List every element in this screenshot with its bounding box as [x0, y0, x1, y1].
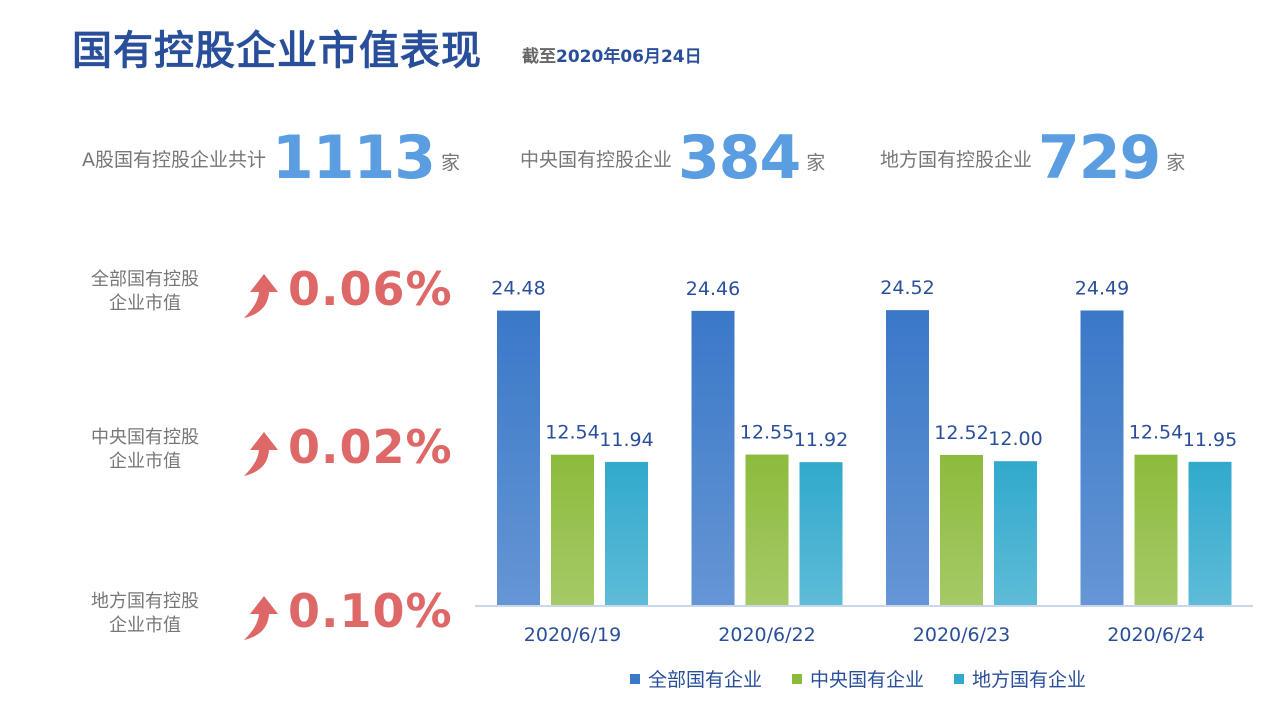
change-label: 中央国有控股 企业市值	[60, 426, 230, 474]
as-of-prefix: 截至	[522, 47, 556, 67]
page-title: 国有控股企业市值表现	[72, 28, 482, 74]
data-label: 12.55	[740, 422, 794, 444]
x-tick-label: 2020/6/19	[524, 624, 621, 646]
up-arrow-icon	[244, 596, 278, 640]
data-label: 11.95	[1183, 429, 1237, 451]
data-label: 11.94	[599, 429, 653, 451]
stat-label: 地方国有控股企业	[880, 148, 1033, 171]
change-label-line: 地方国有控股	[91, 591, 199, 612]
change-label-line: 全部国有控股	[91, 269, 199, 290]
legend-label: 地方国有企业	[972, 669, 1087, 691]
bar-2-1	[551, 454, 594, 606]
bar-1-2	[691, 310, 735, 606]
data-label: 24.49	[1075, 277, 1129, 299]
legend-swatch	[954, 673, 965, 684]
change-label: 全部国有控股 企业市值	[60, 268, 230, 316]
legend-label: 中央国有企业	[810, 669, 925, 691]
change-label-line: 企业市值	[109, 615, 181, 636]
change-value: 0.10%	[288, 584, 453, 638]
bar-3-4	[1188, 461, 1232, 606]
data-label: 12.54	[1129, 422, 1183, 444]
as-of-date: 截至2020年06月24日	[522, 42, 702, 67]
stat-value: 729	[1038, 123, 1161, 193]
change-label-line: 企业市值	[109, 293, 181, 314]
market-cap-bar-chart: 24.48 12.54 11.94 2020/6/19 24.46 12.55 11.92 2…	[470, 255, 1260, 705]
stat-unit: 家	[441, 151, 461, 174]
data-label: 24.48	[491, 278, 545, 300]
data-label: 24.52	[880, 277, 934, 299]
bar-1-3	[886, 310, 929, 606]
chart-legend: 全部国有企业 中央国有企业 地方国有企业	[630, 665, 1086, 692]
bar-2-4	[1134, 454, 1178, 606]
legend-item: 中央国有企业	[792, 665, 924, 692]
stat-central: 中央国有控股企业 384 家	[520, 118, 825, 198]
stat-label: 中央国有控股企业	[520, 148, 673, 171]
up-arrow-icon	[244, 274, 278, 318]
stat-total: A股国有控股企业共计 1113 家	[82, 118, 460, 198]
change-central: 中央国有控股 企业市值 0.02%	[60, 420, 460, 506]
data-label: 24.46	[686, 278, 740, 300]
legend-item: 地方国有企业	[954, 665, 1086, 692]
data-label: 12.54	[545, 422, 599, 444]
x-tick-label: 2020/6/22	[718, 624, 815, 646]
stat-local: 地方国有控股企业 729 家	[880, 118, 1185, 198]
stat-unit: 家	[806, 151, 826, 174]
data-label: 12.52	[934, 422, 988, 444]
x-tick-label: 2020/6/23	[913, 624, 1010, 646]
up-arrow-icon	[244, 432, 278, 476]
bar-1-4	[1080, 310, 1124, 606]
change-value: 0.06%	[288, 262, 453, 316]
bar-2-3	[940, 454, 983, 606]
bar-3-1	[605, 461, 648, 606]
change-label: 地方国有控股 企业市值	[60, 590, 230, 638]
legend-swatch	[792, 673, 803, 684]
legend-swatch	[630, 673, 640, 684]
change-label-line: 中央国有控股	[91, 427, 199, 448]
stat-value: 1113	[272, 123, 436, 193]
stat-value: 384	[678, 123, 801, 193]
bar-3-3	[994, 461, 1037, 606]
as-of-date-value: 2020年06月24日	[556, 47, 702, 67]
change-value: 0.02%	[288, 420, 453, 474]
change-local: 地方国有控股 企业市值 0.10%	[60, 584, 460, 670]
stat-unit: 家	[1166, 151, 1186, 174]
data-label: 12.00	[988, 428, 1042, 450]
stat-label: A股国有控股企业共计	[82, 148, 266, 171]
change-label-line: 企业市值	[109, 451, 181, 472]
legend-label: 全部国有企业	[648, 669, 763, 691]
change-all: 全部国有控股 企业市值 0.06%	[60, 262, 460, 348]
bar-2-2	[745, 454, 789, 606]
data-label: 11.92	[794, 429, 848, 451]
legend-item: 全部国有企业	[630, 665, 762, 692]
bar-1-1	[497, 310, 540, 606]
bar-3-2	[799, 462, 843, 606]
x-tick-label: 2020/6/24	[1107, 624, 1204, 646]
